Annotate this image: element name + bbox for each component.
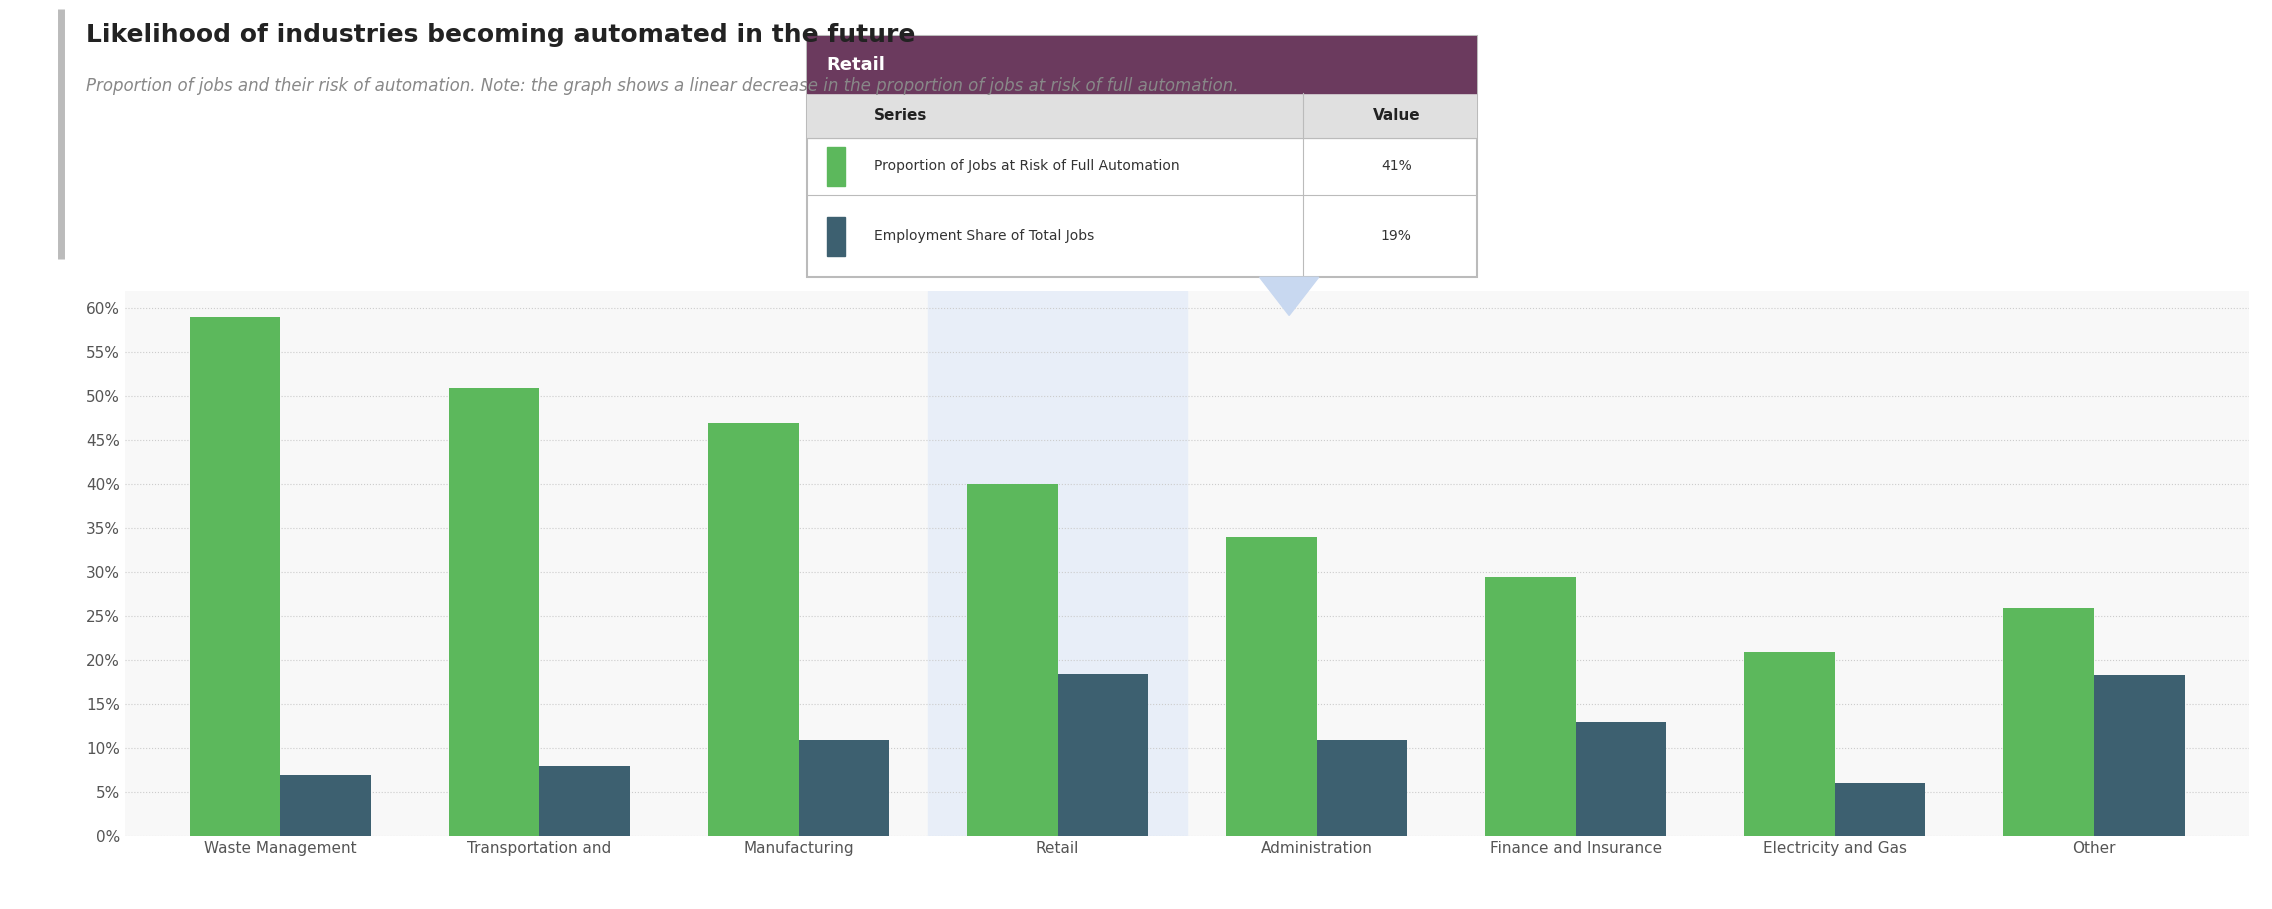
Bar xyxy=(1577,722,1665,836)
Bar xyxy=(807,36,1477,93)
Bar xyxy=(827,147,845,185)
Bar xyxy=(1227,537,1318,836)
Bar xyxy=(1745,652,1836,836)
Bar xyxy=(807,93,1477,137)
Bar xyxy=(968,484,1056,836)
Text: Employment Share of Total Jobs: Employment Share of Total Jobs xyxy=(872,229,1093,244)
Text: Series: Series xyxy=(872,108,927,123)
Bar xyxy=(1056,674,1147,836)
Text: Retail: Retail xyxy=(827,55,886,74)
Text: Likelihood of industries becoming automated in the future: Likelihood of industries becoming automa… xyxy=(86,23,916,46)
Bar xyxy=(1486,577,1577,836)
Text: Proportion of Jobs at Risk of Full Automation: Proportion of Jobs at Risk of Full Autom… xyxy=(872,159,1179,174)
Bar xyxy=(1836,784,1924,836)
Bar xyxy=(797,740,888,836)
Bar xyxy=(2095,675,2183,836)
Bar xyxy=(279,774,370,836)
Text: 19%: 19% xyxy=(1381,229,1411,244)
Bar xyxy=(927,291,1188,836)
Text: Proportion of jobs and their risk of automation. Note: the graph shows a linear : Proportion of jobs and their risk of aut… xyxy=(86,77,1238,95)
Text: Value: Value xyxy=(1372,108,1420,123)
Text: 41%: 41% xyxy=(1381,159,1411,174)
Bar xyxy=(2004,607,2095,836)
Bar xyxy=(538,766,629,836)
Bar xyxy=(709,423,797,836)
Bar xyxy=(827,217,845,255)
Bar xyxy=(1318,740,1406,836)
Bar xyxy=(191,317,279,836)
Bar xyxy=(450,387,538,836)
